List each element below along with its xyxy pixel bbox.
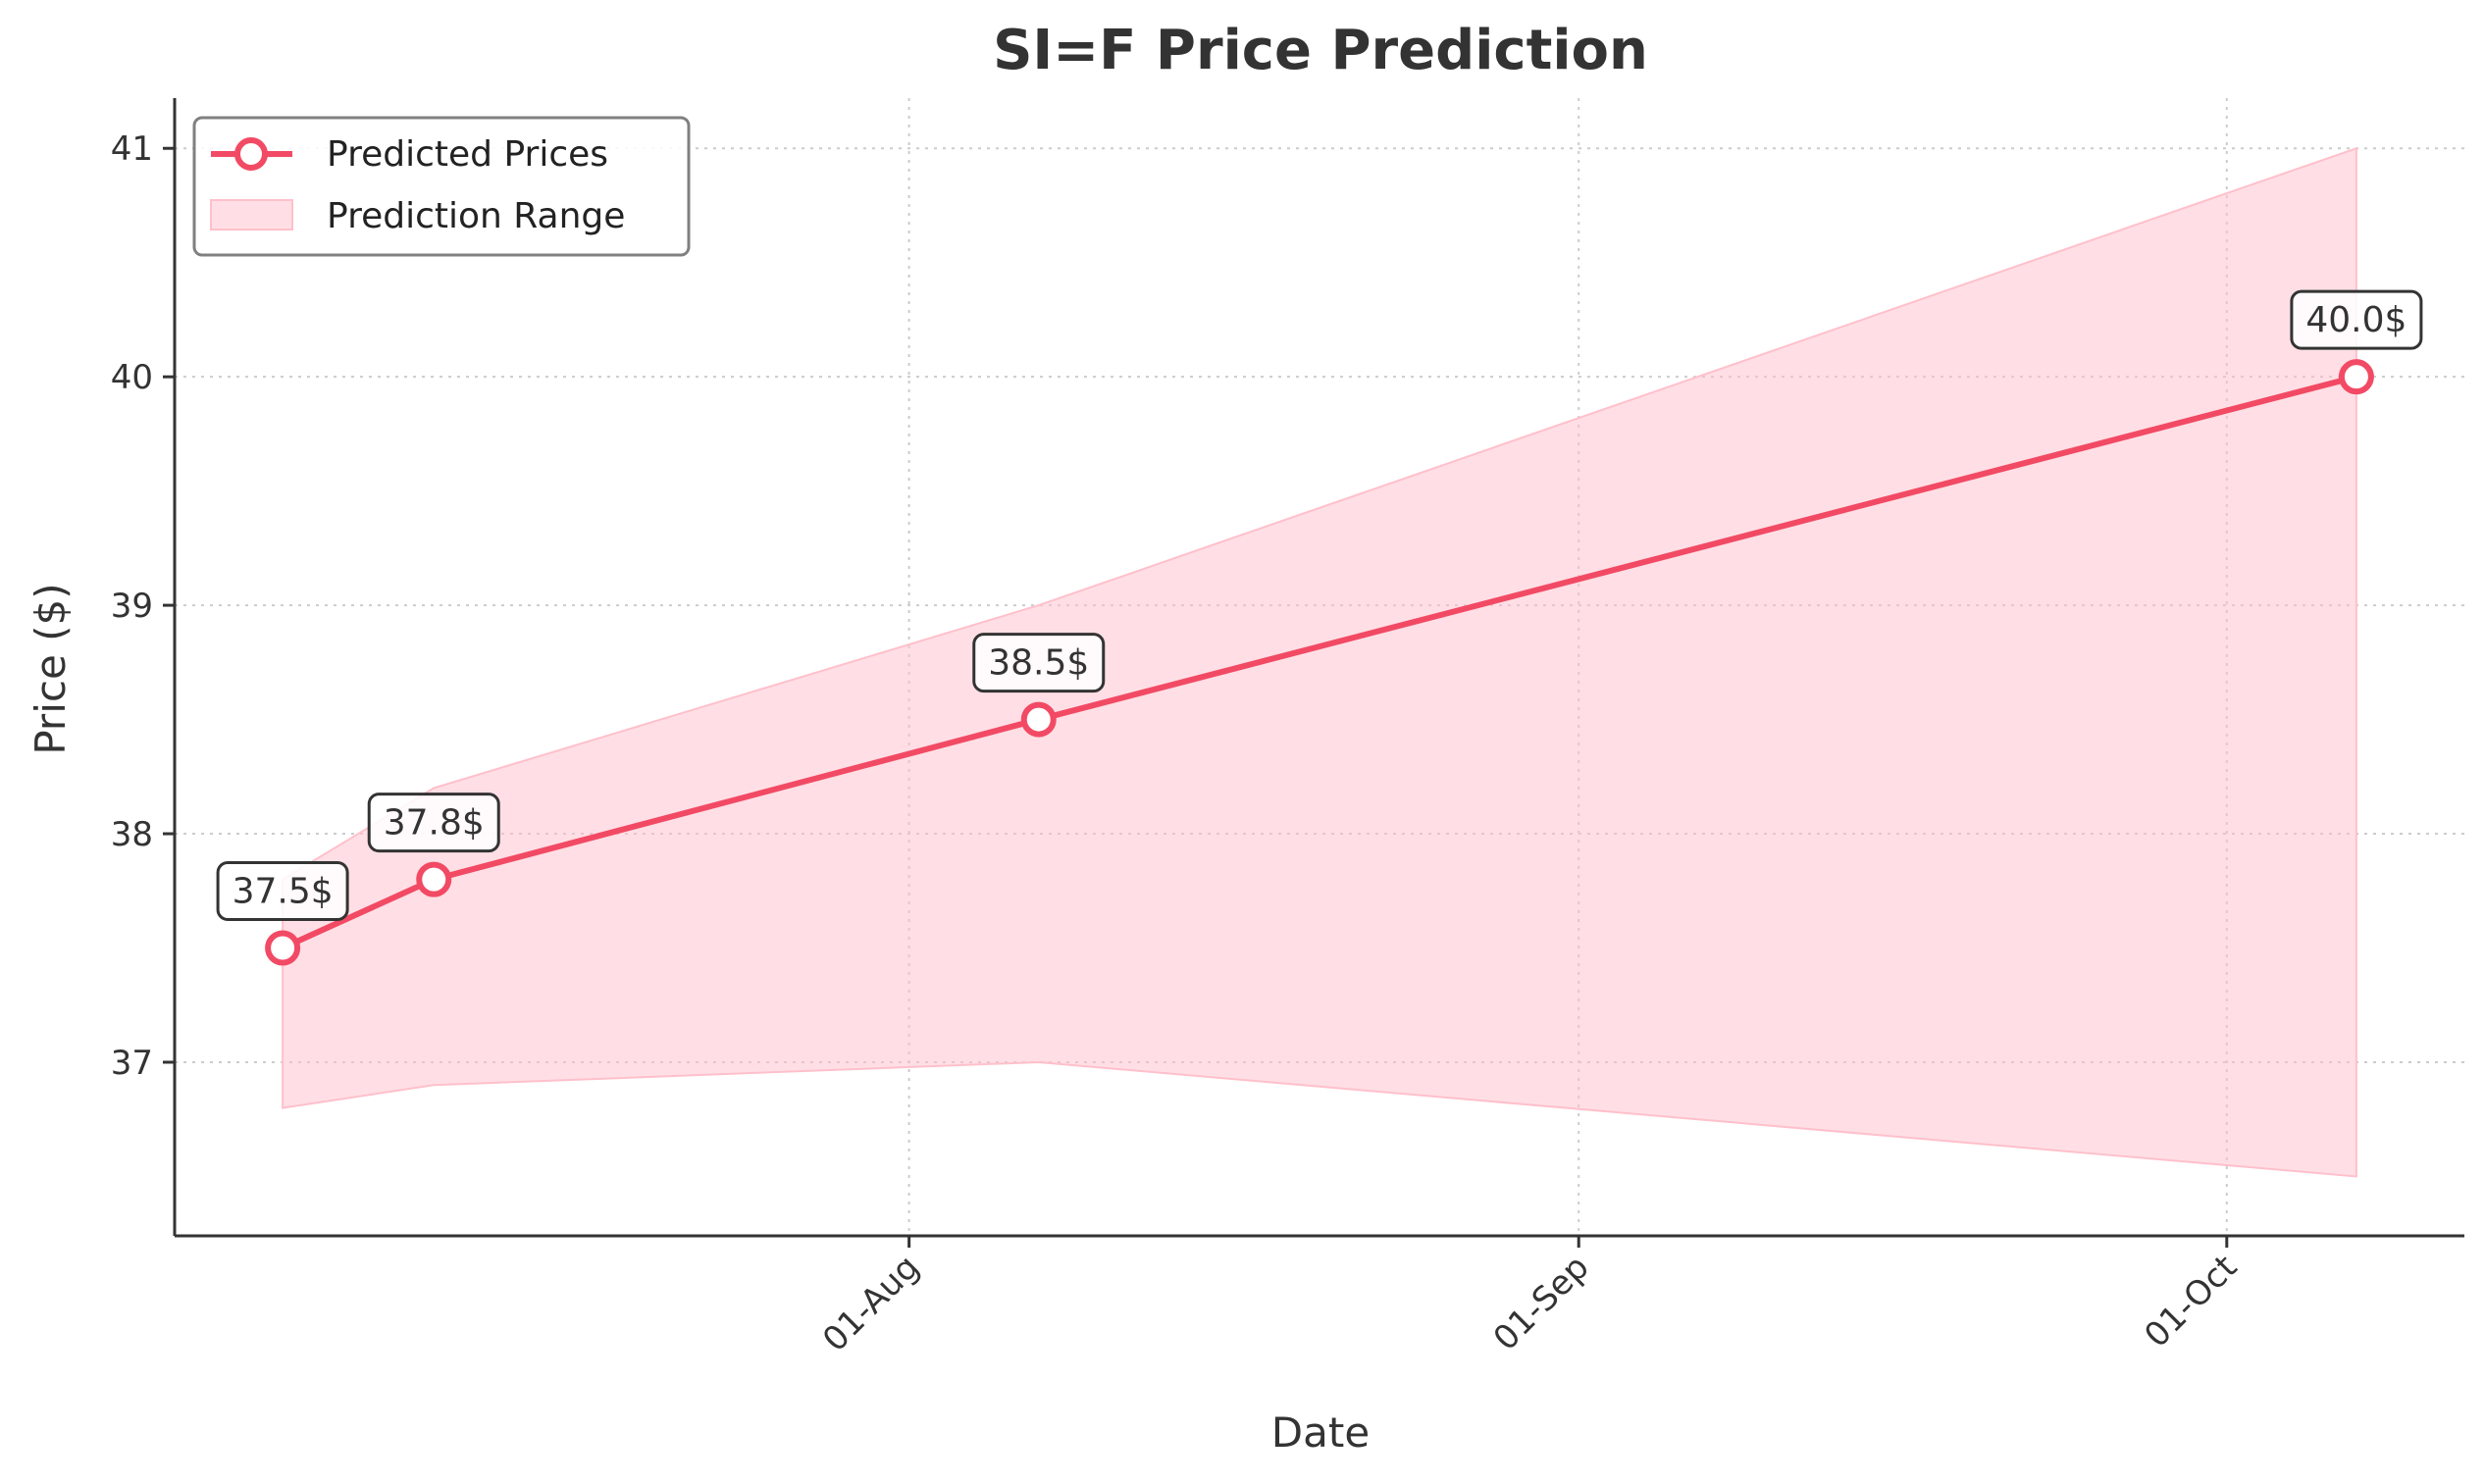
axes [163, 98, 2464, 1248]
legend: Predicted Prices Prediction Range [192, 116, 691, 257]
y-tick-label: 40 [111, 358, 153, 397]
predicted-price-point [265, 930, 301, 966]
data-label-box [216, 861, 349, 922]
data-label-box [972, 633, 1106, 693]
data-label-box [2290, 289, 2423, 350]
data-label: 38.5$ [988, 643, 1089, 684]
y-tick-label: 41 [111, 129, 153, 169]
prediction-range-area [282, 146, 2357, 1178]
x-tick-label: 01-Oct [2137, 1248, 2245, 1356]
legend-frame [192, 116, 691, 257]
legend-band-swatch [210, 199, 293, 230]
y-tick-label: 39 [111, 587, 153, 626]
prediction-range-band [282, 146, 2357, 1178]
chart-title: SI=F Price Prediction [993, 19, 1648, 82]
predicted-price-point [1020, 701, 1057, 738]
predicted-prices-line [281, 374, 2357, 951]
legend-label-prediction-range: Prediction Range [327, 196, 625, 236]
y-tick-label: 38 [111, 815, 153, 854]
y-tick-label: 37 [111, 1044, 153, 1083]
x-tick-label: 01-Aug [815, 1248, 927, 1359]
x-axis-label: Date [1271, 1408, 1370, 1457]
data-labels: 37.5$ 37.8$ 38.5$ 40.0$ [216, 289, 2423, 922]
predicted-price-point [2338, 359, 2374, 395]
data-label-box [367, 793, 500, 853]
data-label: 40.0$ [2305, 300, 2406, 340]
y-axis-label: Price ($) [26, 583, 75, 754]
legend-marker-swatch [234, 137, 268, 171]
data-label: 37.8$ [384, 803, 485, 844]
x-tick-label: 01-Sep [1486, 1248, 1597, 1358]
predicted-price-point [416, 861, 452, 897]
predicted-prices-series [265, 359, 2374, 966]
data-label: 37.5$ [233, 872, 334, 912]
legend-label-predicted-prices: Predicted Prices [327, 134, 608, 175]
